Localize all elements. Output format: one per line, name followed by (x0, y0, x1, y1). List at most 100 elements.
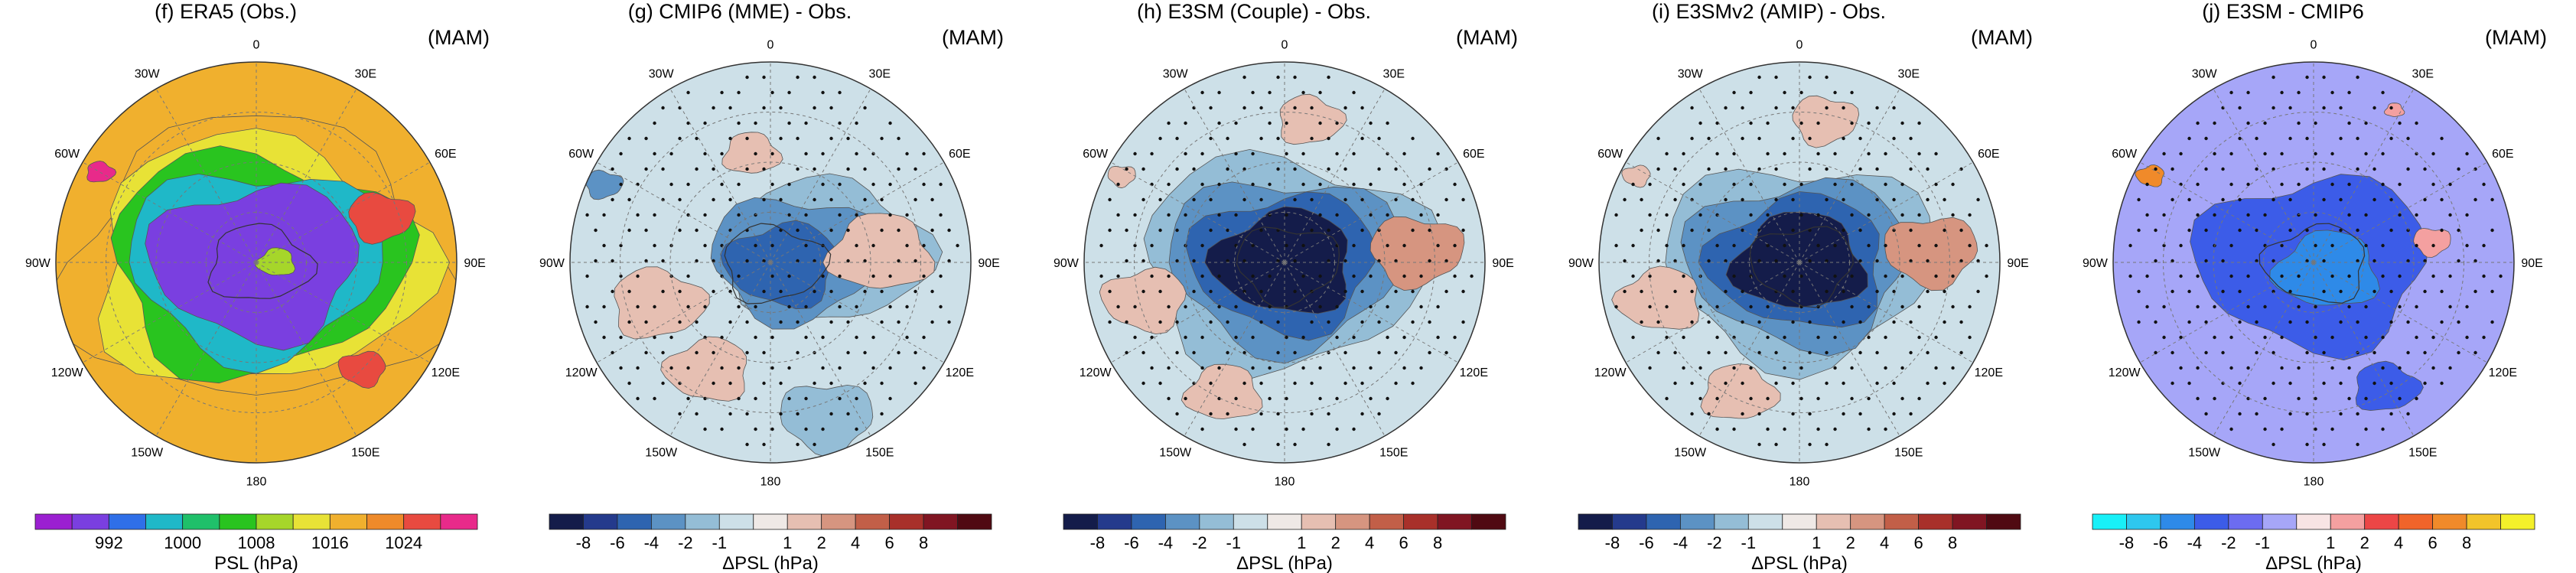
stipple-dot (1943, 228, 1946, 233)
stipple-dot (754, 396, 757, 401)
colorbar-swatch (1301, 513, 1337, 530)
colorbar-swatch (1952, 513, 1987, 530)
stipple-dot (1741, 106, 1744, 110)
meridian-line (2313, 262, 2488, 363)
stipple-dot (2339, 136, 2343, 141)
stipple-dot (829, 197, 833, 202)
stipple-dot (1200, 182, 1204, 187)
colorbar-tick-label: 6 (1913, 533, 1923, 552)
stipple-dot (897, 320, 900, 324)
stipple-dot (2322, 106, 2326, 110)
stipple-dot (619, 274, 623, 278)
colorbar-tick-label: 992 (95, 533, 123, 552)
stipple-dot (1209, 197, 1213, 202)
colorbar-swatch (1267, 513, 1302, 530)
meridian-line (1799, 262, 1900, 437)
stipple-dot (846, 320, 850, 324)
stipple-dot (2330, 182, 2334, 187)
stipple-dot (2137, 228, 2141, 233)
stipple-dot (1858, 167, 1862, 171)
meridian-line (1184, 88, 1285, 263)
stipple-dot (585, 213, 589, 217)
stipple-dot (2314, 304, 2317, 309)
stipple-dot (2272, 75, 2275, 80)
stipple-dot (1690, 412, 1694, 416)
stipple-dot (2473, 350, 2477, 355)
latitude-circle (1649, 112, 1950, 413)
coastline (1749, 226, 1854, 308)
stipple-dot (1310, 228, 1314, 233)
stipple-dot (1783, 427, 1786, 431)
stipple-dot (1959, 320, 1963, 324)
stipple-dot (1428, 350, 1431, 355)
stipple-dot (813, 106, 816, 110)
stipple-dot (1386, 335, 1389, 340)
stipple-dot (1352, 335, 1356, 340)
colorbar-swatch (2296, 513, 2331, 530)
stipple-dot (913, 350, 917, 355)
stipple-dot (1909, 412, 1913, 416)
colorbar-swatch (957, 513, 992, 530)
stipple-dot (1217, 213, 1221, 217)
stipple-dot (2246, 90, 2250, 95)
stipple-dot (720, 90, 724, 95)
stipple-dot (1707, 167, 1711, 171)
colorbar-swatch (182, 513, 220, 530)
colorbar-tick-label: -1 (712, 533, 728, 552)
stipple-dot (2238, 412, 2242, 416)
stipple-dot (2431, 335, 2435, 340)
stipple-dot (1732, 274, 1736, 278)
stipple-dot (1799, 90, 1803, 95)
stipple-dot (1842, 381, 1845, 386)
stipple-dot (695, 412, 699, 416)
stipple-dot (627, 289, 631, 294)
stipple-dot (1318, 90, 1322, 95)
map-field (570, 62, 971, 463)
stipple-dot (821, 274, 825, 278)
stipple-dot (2398, 182, 2402, 187)
stipple-dot (1184, 213, 1187, 217)
contour-blob (1611, 265, 1700, 330)
longitude-label: 120W (51, 366, 84, 379)
stipple-dot (2255, 320, 2258, 324)
stipple-dot (779, 320, 783, 324)
stipple-dot (2448, 304, 2452, 309)
stipple-dot (1268, 304, 1272, 309)
stipple-dot (686, 213, 690, 217)
colorbar-label: PSL (hPa) (214, 553, 298, 573)
stipple-dot (661, 289, 665, 294)
colorbar-tick-label: 1016 (311, 533, 349, 552)
stipple-dot (2339, 320, 2343, 324)
stipple-dot (1444, 167, 1448, 171)
stipple-dot (1808, 412, 1812, 416)
stipple-dot (1268, 274, 1272, 278)
stipple-dot (1293, 197, 1297, 202)
stipple-dot (2179, 274, 2183, 278)
meridian-line (1284, 262, 1459, 363)
longitude-label: 180 (246, 476, 267, 489)
stipple-dot (1774, 442, 1778, 447)
stipple-dot (1259, 289, 1263, 294)
stipple-dot (1209, 106, 1213, 110)
stipple-dot (1360, 412, 1364, 416)
stipple-dot (1327, 320, 1330, 324)
stipple-dot (1335, 151, 1339, 156)
stipple-dot (1631, 335, 1635, 340)
stipple-dot (644, 259, 648, 263)
stipple-dot (1917, 396, 1921, 401)
stipple-dot (1858, 136, 1862, 141)
stipple-dot (1234, 335, 1238, 340)
stipple-dot (2137, 197, 2141, 202)
stipple-dot (1377, 350, 1381, 355)
stipple-dot (1724, 259, 1728, 263)
stipple-dot (1318, 304, 1322, 309)
stipple-dot (2196, 274, 2200, 278)
stipple-dot (1682, 335, 1685, 340)
stipple-dot (1867, 396, 1871, 401)
stipple-dot (2356, 75, 2359, 80)
stipple-dot (1184, 335, 1187, 340)
stipple-dot (880, 289, 884, 294)
stipple-dot (1352, 182, 1356, 187)
stipple-dot (1285, 396, 1288, 401)
stipple-dot (846, 228, 850, 233)
